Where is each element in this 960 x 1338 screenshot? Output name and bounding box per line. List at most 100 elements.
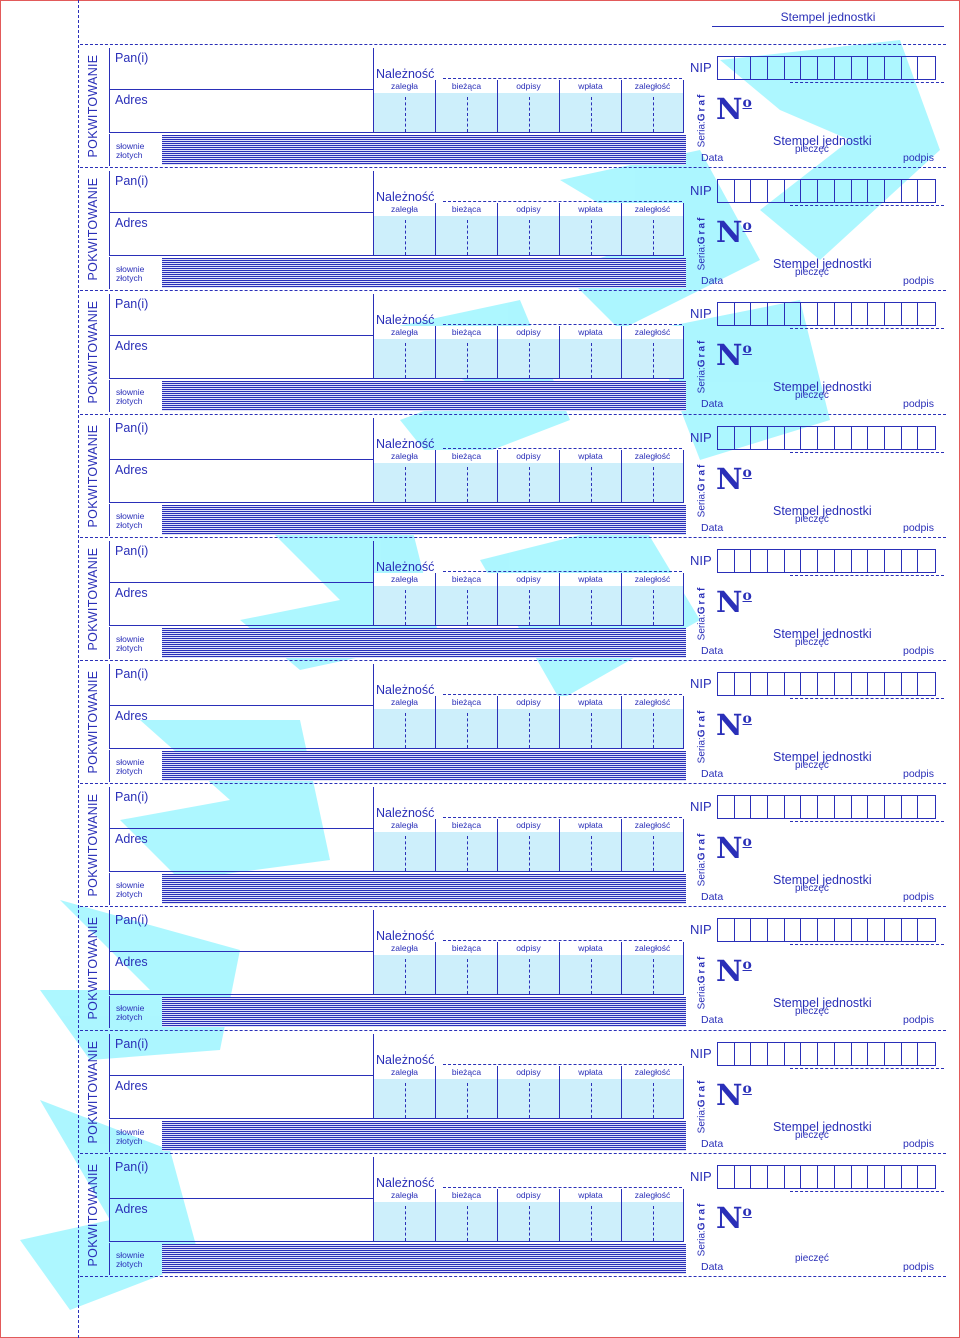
amount-field[interactable] (374, 339, 435, 379)
amount-column: bieżąca (435, 1188, 497, 1241)
amount-field[interactable] (374, 709, 435, 748)
amount-field[interactable] (560, 585, 621, 625)
nip-field[interactable] (717, 672, 936, 696)
amount-field[interactable] (436, 462, 497, 502)
seria-prefix: Seria: (696, 737, 708, 764)
amount-field[interactable] (560, 339, 621, 379)
payer-box: Pan(i) Adres (109, 1156, 374, 1242)
number-letter: N (716, 1200, 743, 1235)
amount-field[interactable] (560, 1078, 621, 1118)
number-letter: N (716, 338, 743, 373)
divider (110, 89, 374, 90)
amount-field[interactable] (498, 585, 559, 625)
amount-field[interactable] (622, 462, 683, 502)
amount-field[interactable] (560, 216, 621, 256)
amount-field[interactable] (436, 955, 497, 995)
stamp-label: Stempel jednostki (773, 626, 872, 641)
amount-field[interactable] (498, 216, 559, 256)
amount-field[interactable] (498, 1201, 559, 1241)
amount-field[interactable] (436, 1201, 497, 1241)
side-label-box: POKWITOWANIE (80, 662, 106, 782)
amount-field[interactable] (498, 832, 559, 872)
amount-field[interactable] (374, 93, 435, 132)
nip-underline (790, 1067, 944, 1069)
amount-column: bieżąca (435, 572, 497, 625)
amount-field[interactable] (436, 832, 497, 872)
words-field[interactable] (162, 751, 686, 781)
amount-field[interactable] (498, 339, 559, 379)
words-field[interactable] (162, 504, 686, 535)
nip-field[interactable] (717, 1164, 936, 1189)
amount-field[interactable] (622, 955, 683, 995)
column-header: wpłata (560, 80, 621, 93)
amount-field[interactable] (436, 93, 497, 132)
amount-field[interactable] (622, 832, 683, 872)
payer-box: Pan(i) Adres (109, 171, 374, 257)
words-field[interactable] (162, 874, 686, 905)
amount-field[interactable] (374, 955, 435, 995)
amount-field[interactable] (436, 709, 497, 748)
nip-field[interactable] (717, 548, 936, 573)
amount-field[interactable] (560, 832, 621, 872)
amount-field[interactable] (622, 585, 683, 625)
naleznosc-line (443, 201, 682, 203)
amount-field[interactable] (374, 585, 435, 625)
naleznosc-line (443, 324, 682, 326)
amount-field[interactable] (622, 1078, 683, 1118)
amount-field[interactable] (622, 339, 683, 379)
words-field[interactable] (162, 627, 686, 658)
amount-field[interactable] (560, 93, 621, 132)
amount-field[interactable] (498, 1078, 559, 1118)
amount-field[interactable] (374, 1078, 435, 1118)
amount-field[interactable] (436, 585, 497, 625)
seria-value: Graf (696, 708, 708, 738)
column-header: odpisy (498, 572, 559, 586)
nip-field[interactable] (717, 1041, 936, 1066)
slownie-line: złotych (116, 1012, 143, 1023)
slownie-line: słownie (116, 141, 145, 151)
seria-box: Seria:Graf (694, 1072, 710, 1140)
amount-area: Należność zaległa bieżąca odpisy wpłata (373, 910, 684, 996)
column-header: bieżąca (436, 942, 497, 956)
amount-field[interactable] (498, 462, 559, 502)
amount-field[interactable] (436, 216, 497, 256)
amount-field[interactable] (374, 1201, 435, 1241)
amount-field[interactable] (622, 93, 683, 132)
nip-field[interactable] (717, 795, 936, 820)
amount-area: Należność zaległa bieżąca odpisy wpłata (373, 48, 684, 133)
amount-field[interactable] (498, 709, 559, 748)
cut-line (80, 906, 946, 908)
amount-field[interactable] (560, 1201, 621, 1241)
words-field[interactable] (162, 381, 686, 412)
amount-field[interactable] (498, 93, 559, 132)
nip-field[interactable] (717, 179, 936, 204)
amount-field[interactable] (436, 1078, 497, 1118)
words-field[interactable] (162, 1120, 686, 1151)
nip-underline (790, 451, 944, 453)
words-field[interactable] (162, 135, 686, 165)
amount-field[interactable] (560, 955, 621, 995)
words-field[interactable] (162, 997, 686, 1028)
nip-field[interactable] (717, 302, 936, 327)
amount-field[interactable] (622, 709, 683, 748)
amount-field[interactable] (622, 1201, 683, 1241)
side-label-box: POKWITOWANIE (80, 908, 106, 1028)
seria-label: Seria:Graf (697, 709, 708, 764)
amount-field[interactable] (374, 216, 435, 256)
amount-field[interactable] (374, 832, 435, 872)
amount-in-words: słownie złotych (109, 503, 687, 536)
amount-field[interactable] (436, 339, 497, 379)
top-stamp-label: Stempel jednostki (712, 10, 944, 27)
amount-field[interactable] (560, 709, 621, 748)
amount-field[interactable] (622, 216, 683, 256)
amount-column: wpłata (559, 1188, 621, 1241)
amount-field[interactable] (374, 462, 435, 502)
amount-field[interactable] (498, 955, 559, 995)
nip-field[interactable] (717, 918, 936, 943)
amount-field[interactable] (560, 462, 621, 502)
nip-field[interactable] (717, 56, 936, 80)
pieczec-label: pieczęć (795, 1006, 829, 1018)
words-field[interactable] (162, 258, 686, 289)
nip-field[interactable] (717, 425, 936, 450)
words-field[interactable] (162, 1243, 686, 1274)
